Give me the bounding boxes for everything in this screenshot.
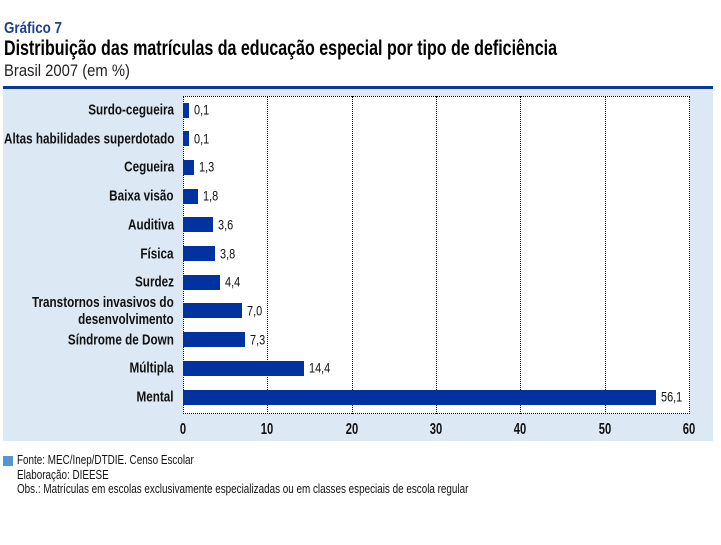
footnote-source: Fonte: MEC/Inep/DTDIE. Censo Escolar — [17, 452, 194, 467]
bar-0 — [183, 102, 189, 118]
category-label-wrap: Cegueira — [0, 159, 174, 176]
value-label-wrap: 1,8 — [203, 188, 222, 205]
value-label: 56,1 — [661, 388, 683, 405]
x-tick-label: 0 — [179, 421, 187, 438]
x-tick-label: 10 — [261, 421, 274, 438]
bar-8 — [183, 332, 245, 348]
value-label: 7,3 — [249, 331, 265, 348]
gridline-30 — [436, 96, 437, 414]
x-tick-label: 60 — [682, 421, 696, 438]
value-label: 7,0 — [247, 302, 263, 319]
category-label: Transtornos invasivos do desenvolvimento — [32, 293, 174, 328]
category-label: Auditiva — [127, 216, 174, 234]
value-label: 0,1 — [193, 130, 209, 147]
x-tick-label: 50 — [598, 421, 611, 438]
value-label: 1,3 — [198, 158, 215, 175]
category-label-wrap: Baixa visão — [0, 188, 174, 205]
value-label-wrap: 3,6 — [218, 216, 237, 233]
bar-7 — [183, 303, 243, 319]
category-label: Mental — [136, 388, 174, 406]
category-label: Baixa visão — [109, 187, 174, 205]
value-label-wrap: 3,8 — [220, 245, 239, 262]
x-tick-label: 40 — [514, 421, 527, 438]
category-label-wrap: Surdo-cegueira — [0, 102, 174, 119]
category-label: Múltipla — [129, 359, 174, 377]
category-label-wrap: Auditiva — [0, 216, 174, 233]
value-label: 3,8 — [220, 245, 236, 261]
gridline-40 — [520, 96, 521, 414]
category-label-wrap: Surdez — [0, 274, 174, 291]
gridline-20 — [352, 96, 353, 414]
category-label: Física — [140, 245, 174, 262]
chart-number-label: Gráfico 7 — [4, 20, 62, 37]
value-label: 1,8 — [203, 187, 219, 204]
bar-10 — [183, 389, 657, 405]
value-label: 4,4 — [225, 273, 241, 290]
x-tick-label: 30 — [429, 421, 443, 438]
category-label: Altas habilidades superdotado — [3, 130, 174, 148]
value-label: 3,6 — [218, 216, 234, 233]
bar-6 — [183, 274, 221, 290]
value-label-wrap: 56,1 — [661, 389, 688, 406]
gridline-50 — [605, 96, 606, 414]
value-label-wrap: 4,4 — [225, 274, 244, 291]
x-tick-label: 20 — [345, 421, 358, 438]
category-label-wrap: Múltipla — [0, 360, 174, 377]
footnote-note: Obs.: Matrículas em escolas exclusivamen… — [17, 481, 469, 496]
value-label: 0,1 — [193, 101, 209, 118]
value-label-wrap: 7,0 — [247, 302, 266, 319]
footnote-elaboration: Elaboração: DIEESE — [17, 467, 109, 482]
category-label-wrap: Altas habilidades superdotado — [0, 130, 174, 147]
category-label-wrap: Física — [0, 245, 174, 262]
value-label-wrap: 14,4 — [309, 360, 336, 377]
bar-1 — [183, 131, 189, 147]
value-label-wrap: 7,3 — [250, 331, 269, 348]
gridline-10 — [267, 96, 268, 414]
bar-5 — [183, 246, 216, 261]
bar-4 — [183, 217, 214, 233]
value-label: 14,4 — [309, 359, 331, 376]
category-label-wrap: Síndrome de Down — [0, 331, 174, 348]
chart-header: Gráfico 7 Distribuição das matrículas da… — [4, 20, 557, 80]
value-label-wrap: 1,3 — [199, 159, 218, 176]
value-label-wrap: 0,1 — [194, 130, 213, 147]
category-label: Síndrome de Down — [68, 331, 174, 349]
category-label: Cegueira — [123, 158, 174, 176]
chart-title: Distribuição das matrículas da educação … — [4, 37, 557, 60]
footnote-marker-icon — [3, 456, 13, 466]
bar-3 — [183, 188, 199, 204]
category-label-wrap: Mental — [0, 389, 174, 406]
bar-9 — [183, 360, 305, 376]
category-label: Surdo-cegueira — [88, 101, 174, 119]
value-label-wrap: 0,1 — [194, 102, 213, 119]
category-label-wrap: Transtornos invasivos do desenvolvimento — [0, 294, 174, 328]
category-label: Surdez — [134, 273, 174, 291]
bar-2 — [183, 159, 194, 175]
chart-subtitle: Brasil 2007 (em %) — [4, 61, 130, 80]
